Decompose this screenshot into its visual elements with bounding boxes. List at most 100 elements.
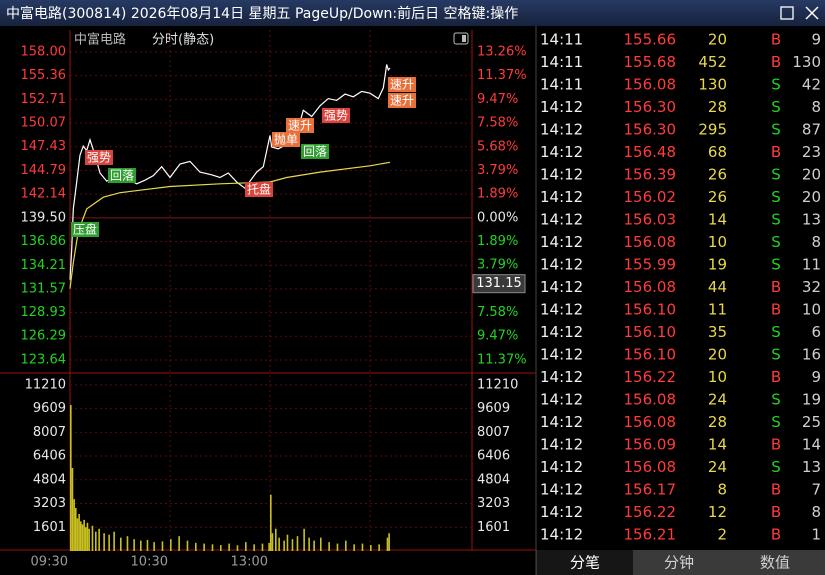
active-tab-bg bbox=[537, 550, 633, 575]
trade-side: S bbox=[771, 413, 781, 431]
trade-count: 14 bbox=[802, 436, 821, 454]
trade-price: 156.10 bbox=[624, 323, 677, 341]
tab-label[interactable]: 分钟 bbox=[664, 554, 694, 572]
trade-count: 87 bbox=[802, 121, 821, 139]
annotation-box bbox=[108, 168, 136, 183]
annotation-label: 速升 bbox=[390, 94, 414, 108]
trade-time: 14:12 bbox=[540, 346, 583, 364]
volume-bar bbox=[270, 494, 272, 551]
volume-bar bbox=[161, 541, 164, 551]
trade-time: 14:11 bbox=[540, 53, 583, 71]
volume-bar bbox=[261, 543, 264, 551]
volume-tick-label-right: 1601 bbox=[477, 520, 510, 535]
chart-mode: 分时(静态) bbox=[152, 33, 214, 48]
trade-volume: 130 bbox=[698, 76, 727, 94]
volume-bar bbox=[361, 543, 364, 551]
trade-count: 7 bbox=[811, 481, 821, 499]
trade-volume: 14 bbox=[708, 436, 727, 454]
trade-price: 156.08 bbox=[624, 233, 677, 251]
trade-volume: 26 bbox=[708, 166, 727, 184]
annotation-box bbox=[388, 93, 416, 108]
volume-bar bbox=[85, 527, 87, 551]
trade-price: 156.21 bbox=[624, 526, 677, 544]
volume-tick-label-right: 3203 bbox=[477, 496, 510, 511]
trade-count: 10 bbox=[802, 301, 821, 319]
pct-tick-label: 3.79% bbox=[477, 258, 518, 273]
tab-label[interactable]: 分笔 bbox=[570, 554, 600, 572]
volume-bar bbox=[133, 539, 135, 551]
volume-bar bbox=[81, 524, 84, 551]
pct-tick-label: 9.47% bbox=[477, 92, 518, 107]
pct-tick-label: 7.58% bbox=[477, 305, 518, 320]
volume-bar bbox=[88, 528, 90, 551]
volume-bar bbox=[211, 544, 214, 551]
trade-count: 9 bbox=[811, 368, 821, 386]
volume-bar bbox=[388, 533, 390, 551]
close-button[interactable] bbox=[805, 6, 819, 20]
trade-time: 14:12 bbox=[540, 323, 583, 341]
stock-name: 中富电路 bbox=[74, 32, 126, 48]
annotation-label: 托盘 bbox=[247, 182, 271, 197]
trade-side: S bbox=[771, 76, 781, 94]
trade-side: B bbox=[771, 143, 781, 161]
trade-count: 130 bbox=[792, 53, 821, 71]
trade-count: 13 bbox=[802, 458, 821, 476]
trade-time: 14:12 bbox=[540, 121, 583, 139]
annotation-box bbox=[272, 132, 300, 147]
trade-price: 156.08 bbox=[624, 391, 677, 409]
trade-time: 14:12 bbox=[540, 436, 583, 454]
volume-bar bbox=[336, 543, 339, 551]
price-tick-label: 147.43 bbox=[21, 139, 67, 154]
trade-time: 14:12 bbox=[540, 503, 583, 521]
panel-toggle-icon[interactable] bbox=[453, 32, 469, 45]
trade-side: S bbox=[771, 98, 781, 116]
trade-time: 14:12 bbox=[540, 188, 583, 206]
trade-count: 8 bbox=[811, 233, 821, 251]
trade-volume: 19 bbox=[708, 256, 727, 274]
pct-tick-label: 3.79% bbox=[477, 163, 518, 178]
trade-time: 14:12 bbox=[540, 98, 583, 116]
trade-side: B bbox=[771, 31, 781, 49]
trade-side: S bbox=[771, 166, 781, 184]
annotation-label: 速升 bbox=[390, 78, 414, 92]
volume-tick-label-right: 4804 bbox=[477, 472, 510, 487]
volume-tick-label-right: 6406 bbox=[477, 449, 510, 464]
annotation-box bbox=[286, 118, 314, 133]
price-tick-label: 136.86 bbox=[21, 234, 67, 249]
volume-bar bbox=[98, 528, 100, 551]
volume-bar bbox=[170, 539, 172, 551]
volume-bar bbox=[195, 542, 197, 551]
tab-label[interactable]: 数值 bbox=[760, 554, 790, 572]
maximize-button[interactable] bbox=[780, 6, 794, 20]
trade-time: 14:12 bbox=[540, 256, 583, 274]
trade-volume: 28 bbox=[708, 98, 727, 116]
volume-bar bbox=[76, 518, 79, 551]
annotation-box bbox=[245, 182, 273, 197]
trade-side: B bbox=[771, 53, 781, 71]
trade-time: 14:12 bbox=[540, 391, 583, 409]
chart-area: 158.00 155.36 152.71 150.07 147.43 144.79 142.… bbox=[0, 30, 536, 570]
volume-bar bbox=[378, 544, 380, 551]
pct-tick-label: 7.58% bbox=[477, 116, 518, 131]
trade-price: 156.09 bbox=[624, 436, 677, 454]
volume-bar bbox=[313, 540, 315, 551]
trade-volume: 295 bbox=[698, 121, 727, 139]
volume-bar bbox=[220, 545, 222, 551]
trade-side: B bbox=[771, 301, 781, 319]
trade-price: 156.02 bbox=[624, 188, 677, 206]
trade-side: S bbox=[771, 323, 781, 341]
trade-side: S bbox=[771, 458, 781, 476]
price-tick-label: 123.64 bbox=[21, 353, 67, 368]
volume-bar bbox=[126, 536, 129, 551]
volume-tick-label-left: 4804 bbox=[33, 472, 66, 487]
trade-time: 14:12 bbox=[540, 481, 583, 499]
volume-bar bbox=[320, 537, 322, 551]
price-tick-label: 126.29 bbox=[21, 329, 67, 344]
annotation-label: 抛单 bbox=[274, 132, 298, 147]
volume-bar bbox=[140, 540, 142, 551]
trade-side: B bbox=[771, 436, 781, 454]
trade-side: S bbox=[771, 391, 781, 409]
volume-bar bbox=[278, 537, 280, 551]
trade-volume: 11 bbox=[708, 301, 727, 319]
